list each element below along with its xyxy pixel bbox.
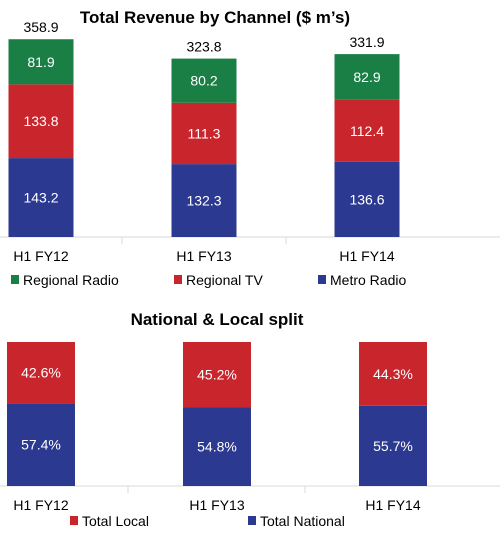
bar-total-local — [359, 342, 427, 406]
bar-regional-radio — [8, 39, 74, 85]
data-label-metro-radio: 136.6 — [349, 191, 384, 207]
total-label: 358.9 — [23, 19, 58, 35]
data-label-total-national: 57.4% — [21, 437, 61, 453]
data-label-regional-tv: 112.4 — [350, 123, 384, 139]
category-label: H1 FY14 — [365, 497, 420, 513]
bar-metro-radio — [334, 161, 400, 237]
split-legend: Total Local Total National — [70, 513, 345, 529]
bar-regional-tv — [334, 99, 400, 162]
bar-total-national — [359, 405, 427, 486]
legend-swatch-regional-radio — [11, 275, 19, 284]
chart-title-split: National & Local split — [131, 310, 304, 329]
legend-swatch-metro-radio — [318, 275, 326, 284]
data-label-regional-radio: 81.9 — [27, 54, 54, 70]
bar-total-national — [183, 407, 251, 486]
category-label: H1 FY14 — [339, 248, 394, 264]
legend-label-regional-tv: Regional TV — [186, 272, 263, 288]
data-label-regional-tv: 111.3 — [188, 125, 221, 141]
data-label-total-national: 55.7% — [373, 438, 413, 454]
data-label-regional-radio: 82.9 — [353, 69, 380, 85]
total-label: 323.8 — [186, 39, 221, 55]
chart-title-revenue: Total Revenue by Channel ($ m’s) — [80, 8, 350, 27]
legend-swatch-total-national — [248, 516, 256, 525]
bar-regional-tv — [171, 102, 237, 165]
legend-swatch-total-local — [70, 516, 78, 525]
data-label-total-local: 42.6% — [21, 365, 61, 381]
bar-metro-radio — [8, 158, 74, 237]
bar-metro-radio — [171, 164, 237, 237]
bar-regional-tv — [8, 84, 74, 159]
data-label-total-national: 54.8% — [197, 439, 237, 455]
total-label: 331.9 — [349, 34, 384, 50]
revenue-by-channel-chart: 143.2 133.8 81.9 358.9 H1 FY12 132.3 111.3 80.2… — [0, 19, 500, 264]
legend-label-total-national: Total National — [260, 513, 345, 529]
data-label-regional-radio: 80.2 — [190, 73, 217, 89]
revenue-legend: Regional Radio Regional TV Metro Radio — [11, 272, 406, 288]
data-label-metro-radio: 132.3 — [186, 193, 221, 209]
legend-label-total-local: Total Local — [82, 513, 149, 529]
bar-total-local — [183, 342, 251, 408]
data-label-total-local: 45.2% — [197, 367, 237, 383]
bar-total-local — [7, 342, 75, 404]
legend-label-metro-radio: Metro Radio — [330, 272, 406, 288]
data-label-total-local: 44.3% — [373, 366, 413, 382]
category-label: H1 FY13 — [189, 497, 244, 513]
data-label-metro-radio: 143.2 — [23, 190, 58, 206]
legend-label-regional-radio: Regional Radio — [23, 272, 119, 288]
legend-swatch-regional-tv — [174, 275, 182, 284]
category-label: H1 FY12 — [13, 497, 68, 513]
national-local-split-chart: 57.4% 42.6% H1 FY12 54.8% 45.2% H1 FY13 55.7% 4… — [0, 342, 500, 513]
bar-regional-radio — [171, 58, 237, 103]
bar-total-national — [7, 403, 75, 486]
category-label: H1 FY13 — [176, 248, 231, 264]
bar-regional-radio — [334, 54, 400, 100]
data-label-regional-tv: 133.8 — [23, 113, 58, 129]
category-label: H1 FY12 — [13, 248, 68, 264]
